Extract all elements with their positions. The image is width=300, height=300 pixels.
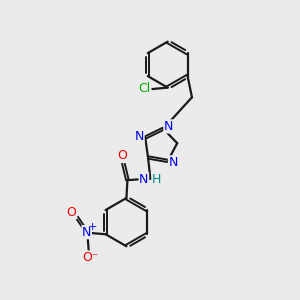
Text: O⁻: O⁻ [82,251,98,264]
Text: Cl: Cl [138,82,150,95]
Text: +: + [88,222,97,232]
Text: N: N [135,130,144,142]
Text: O: O [117,149,127,163]
Text: N: N [82,226,92,239]
Text: H: H [152,173,161,186]
Text: N: N [164,120,173,133]
Text: O: O [67,206,76,219]
Text: N: N [168,156,178,169]
Text: N: N [139,173,148,186]
